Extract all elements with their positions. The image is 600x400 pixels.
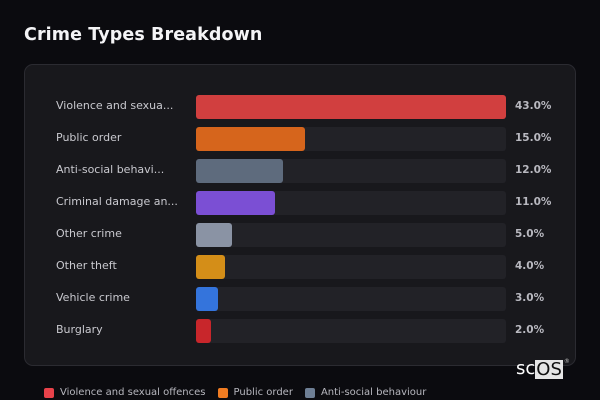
legend-label: Public order: [233, 387, 293, 398]
bar-value: 2.0%: [515, 324, 545, 336]
bar-value: 5.0%: [515, 228, 545, 240]
bar-fill: [196, 223, 232, 247]
bar-fill: [196, 255, 225, 279]
bar-track: [196, 287, 506, 311]
bar-label: Criminal damage an...: [56, 195, 178, 208]
chart-legend: Violence and sexual offences Public orde…: [44, 387, 426, 398]
legend-swatch: [217, 387, 228, 398]
bar-row[interactable]: Public order 15.0%: [25, 127, 575, 151]
bar-label: Other theft: [56, 259, 117, 272]
legend-label: Anti-social behaviour: [320, 387, 427, 398]
bar-value: 12.0%: [515, 164, 552, 176]
legend-item[interactable]: Public order: [217, 387, 293, 398]
bar-row[interactable]: Other theft 4.0%: [25, 255, 575, 279]
bar-fill: [196, 159, 283, 183]
legend-item[interactable]: Anti-social behaviour: [304, 387, 427, 398]
bar-label: Vehicle crime: [56, 291, 130, 304]
bar-track: [196, 191, 506, 215]
bar-label: Burglary: [56, 323, 103, 336]
bar-track: [196, 319, 506, 343]
chart-card: Violence and sexua... 43.0% Public order…: [24, 64, 576, 366]
bar-label: Other crime: [56, 227, 122, 240]
bar-value: 43.0%: [515, 100, 552, 112]
bar-value: 15.0%: [515, 132, 552, 144]
legend-label: Violence and sexual offences: [60, 387, 206, 398]
bar-track: [196, 95, 506, 119]
bar-track: [196, 255, 506, 279]
bar-row[interactable]: Anti-social behavi... 12.0%: [25, 159, 575, 183]
bar-value: 11.0%: [515, 196, 552, 208]
bar-row[interactable]: Other crime 5.0%: [25, 223, 575, 247]
scos-logo: sc OS ®: [516, 358, 570, 380]
bar-row[interactable]: Burglary 2.0%: [25, 319, 575, 343]
legend-item[interactable]: Violence and sexual offences: [44, 387, 206, 398]
bar-value: 4.0%: [515, 260, 545, 272]
bar-row[interactable]: Vehicle crime 3.0%: [25, 287, 575, 311]
bar-fill: [196, 127, 305, 151]
bar-fill: [196, 95, 506, 119]
page-title: Crime Types Breakdown: [24, 25, 263, 45]
bar-fill: [196, 191, 276, 215]
legend-swatch: [44, 387, 54, 398]
bar-fill: [196, 319, 211, 343]
bar-fill: [196, 287, 218, 311]
bar-value: 3.0%: [515, 292, 545, 304]
bar-row[interactable]: Criminal damage an... 11.0%: [25, 191, 575, 215]
bar-label: Violence and sexua...: [56, 99, 174, 112]
bar-track: [196, 223, 506, 247]
legend-swatch: [304, 387, 315, 398]
bar-track: [196, 127, 506, 151]
bar-track: [196, 159, 506, 183]
bar-row[interactable]: Violence and sexua... 43.0%: [25, 95, 575, 119]
bar-label: Public order: [56, 131, 122, 144]
bar-label: Anti-social behavi...: [56, 163, 165, 176]
